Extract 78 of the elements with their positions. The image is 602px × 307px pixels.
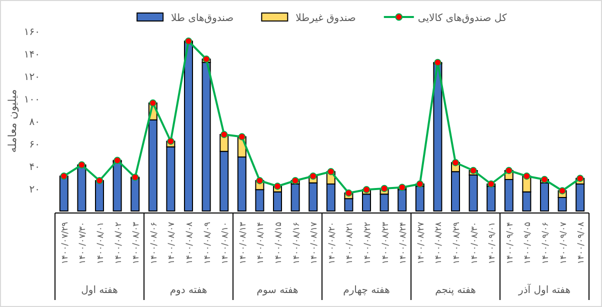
y-tick-label: ۱۰۰ xyxy=(24,94,40,106)
text: هفته اول آذر xyxy=(517,283,571,296)
point xyxy=(238,133,246,140)
x-tick-label: ۱۴۰۰/۰۸/۲۴ xyxy=(398,222,409,264)
text: هفته چهارم xyxy=(343,285,390,296)
point xyxy=(202,56,210,63)
point xyxy=(416,180,424,188)
point xyxy=(540,176,548,184)
x-tick-label: ۱۴۰۰/۰۸/۰۸ xyxy=(185,221,195,264)
x-tick-label: ۱۴۰۰/۰۹/۰۵ xyxy=(523,221,534,264)
x-tick-label: ۱۴۰۰/۰۸/۲۷ xyxy=(416,221,426,264)
point xyxy=(576,174,584,182)
text: هفته دوم xyxy=(170,285,208,296)
y-tick-label: ۸۰ xyxy=(29,117,40,128)
x-tick-label: ۱۴۰۰/۰۸/۲۲ xyxy=(363,221,373,264)
point xyxy=(310,172,317,180)
x-tick-label: ۱۴۰۰/۰۹/۰۷ xyxy=(558,221,569,264)
point xyxy=(380,184,388,192)
x-tick-label: ۱۴۰۰/۰۸/۰۳ xyxy=(132,221,142,264)
x-tick-label: ۱۴۰۰/۰۸/۰۶ xyxy=(149,222,160,264)
y-tick-label: ۶۰ xyxy=(29,140,40,150)
x-tick-label: ۱۴۰۰/۰۸/۰۷ xyxy=(167,221,178,264)
text: هفته اول xyxy=(81,285,118,296)
x-tick-label: ۱۴۰۰/۰۸/۲۹ xyxy=(452,221,462,264)
y-tick-label: ۴۰ xyxy=(29,162,40,173)
x-tick-label: ۱۴۰۰/۰۷/۳۰ xyxy=(78,222,88,264)
y-tick-label: ۱۲۰ xyxy=(24,72,40,83)
x-tick-label: ۱۴۰۰/۰۹/۰۸ xyxy=(576,221,587,264)
point xyxy=(523,172,530,180)
x-tick-label: ۱۴۰۰/۰۸/۱۵ xyxy=(274,221,284,264)
point xyxy=(398,184,406,191)
point xyxy=(132,174,139,181)
point xyxy=(167,138,174,145)
y-tick-label: ۱۶۰ xyxy=(24,27,40,38)
x-tick-label: ۱۴۰۰/۰۸/۲۰ xyxy=(327,222,338,264)
x-tick-label: ۱۴۰۰/۰۸/۱۷ xyxy=(310,221,320,264)
x-tick-label: ۱۴۰۰/۰۹/۰۴ xyxy=(505,222,516,264)
x-tick-label: ۱۴۰۰/۰۸/۰۲ xyxy=(114,221,124,264)
point xyxy=(149,99,156,107)
x-tick-label: ۱۴۰۰/۰۸/۱۶ xyxy=(292,222,302,264)
point xyxy=(452,159,460,166)
x-tick-label: ۱۴۰۰/۰۸/۱۰ xyxy=(220,222,231,264)
point xyxy=(434,58,442,66)
x-tick-label: ۱۴۰۰/۰۸/۰۱ xyxy=(96,222,106,264)
x-tick-label: ۱۴۰۰/۰۸/۲۸ xyxy=(434,221,444,264)
legend-label: صندوق غیرطلا xyxy=(296,13,356,24)
point xyxy=(78,161,86,168)
point xyxy=(470,166,477,174)
x-tick-label: ۱۴۰۰/۰۸/۱۳ xyxy=(238,221,248,264)
x-tick-label: ۱۴۰۰/۰۷/۲۹ xyxy=(60,221,70,264)
point xyxy=(292,177,299,184)
x-tick-label: ۱۴۰۰/۰۸/۱۴ xyxy=(256,222,266,264)
x-tick-label: ۱۴۰۰/۰۸/۰۹ xyxy=(202,221,213,264)
text: هفته پنجم xyxy=(435,285,476,296)
point xyxy=(345,189,352,197)
legend-label: کل صندوق‌های کالایی xyxy=(418,13,507,24)
point xyxy=(220,130,228,138)
x-tick-label: ۱۴۰۰/۰۹/۰۱ xyxy=(488,222,498,264)
point xyxy=(488,180,495,188)
y-axis-title: میلیون معامله xyxy=(6,89,19,153)
legend-label: صندوق‌های طلا xyxy=(171,13,234,24)
point xyxy=(184,38,192,45)
point xyxy=(60,172,68,180)
x-tick-label: ۱۴۰۰/۰۸/۳۰ xyxy=(470,222,480,264)
point xyxy=(505,166,512,174)
y-tick-label: ۱۴۰ xyxy=(24,50,40,60)
point xyxy=(327,168,334,176)
point xyxy=(256,177,264,184)
point xyxy=(114,156,121,164)
point xyxy=(96,177,104,184)
x-tick-label: ۱۴۰۰/۰۹/۰۶ xyxy=(541,222,551,264)
point xyxy=(362,186,370,194)
point xyxy=(274,182,282,190)
x-tick-label: ۱۴۰۰/۰۸/۲۱ xyxy=(345,222,356,264)
text: هفته سوم xyxy=(256,285,298,296)
point xyxy=(558,187,566,194)
y-tick-label: ۲۰ xyxy=(29,184,40,196)
x-tick-label: ۱۴۰۰/۰۸/۲۳ xyxy=(380,221,391,264)
